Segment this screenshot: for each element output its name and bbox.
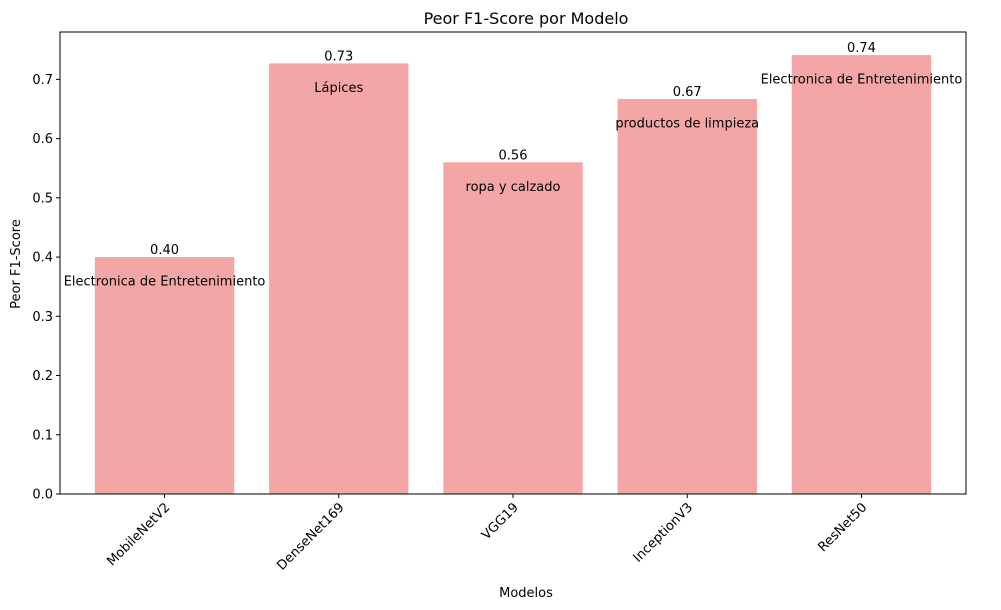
plot-frame	[59, 31, 967, 495]
bar-class-label: Electronica de Entretenimiento	[761, 73, 963, 88]
bar-labels: 0.40 Electronica de Entretenimiento 0.73 Lá…	[64, 41, 963, 290]
bar-class-label: ropa y calzado	[466, 180, 561, 195]
y-tick-label: 0.0	[32, 488, 53, 503]
bar-value-label: 0.74	[847, 41, 876, 56]
bar-mobilenetv2	[94, 257, 235, 494]
y-tick-label: 0.1	[32, 428, 53, 443]
y-tick-label: 0.7	[32, 73, 53, 88]
y-tick-label: 0.5	[32, 191, 53, 206]
x-tick-label: ResNet50	[815, 500, 870, 555]
x-tick-label: MobileNetV2	[104, 500, 173, 569]
y-tick-label: 0.6	[32, 132, 53, 147]
bar-class-label: productos de limpieza	[615, 117, 759, 132]
chart-title: Peor F1-Score por Modelo	[424, 9, 629, 28]
x-axis-ticks: MobileNetV2 DenseNet169 VGG19 InceptionV3 Re…	[104, 494, 870, 574]
bar-value-label: 0.56	[499, 148, 528, 163]
bar-value-label: 0.73	[324, 49, 353, 64]
y-axis-label: Peor F1-Score	[9, 219, 24, 309]
bar-value-label: 0.40	[150, 243, 179, 258]
bars	[94, 55, 932, 495]
x-axis-label: Modelos	[499, 586, 553, 601]
y-tick-label: 0.4	[32, 251, 53, 266]
y-tick-label: 0.2	[32, 369, 53, 384]
y-axis-ticks: 0.0 0.1 0.2 0.3 0.4 0.5 0.6 0.7	[32, 73, 60, 503]
bar-densenet169	[269, 63, 409, 495]
bar-value-label: 0.67	[673, 85, 702, 100]
bar-resnet50	[791, 55, 932, 494]
x-tick-label: VGG19	[479, 500, 522, 543]
x-tick-label: InceptionV3	[631, 500, 696, 565]
bar-class-label: Electronica de Entretenimiento	[64, 275, 266, 290]
bar-vgg19	[443, 162, 583, 495]
bar-class-label: Lápices	[314, 81, 363, 96]
x-tick-label: DenseNet169	[274, 500, 347, 573]
bar-inceptionv3	[617, 98, 757, 494]
y-tick-label: 0.3	[32, 310, 53, 325]
